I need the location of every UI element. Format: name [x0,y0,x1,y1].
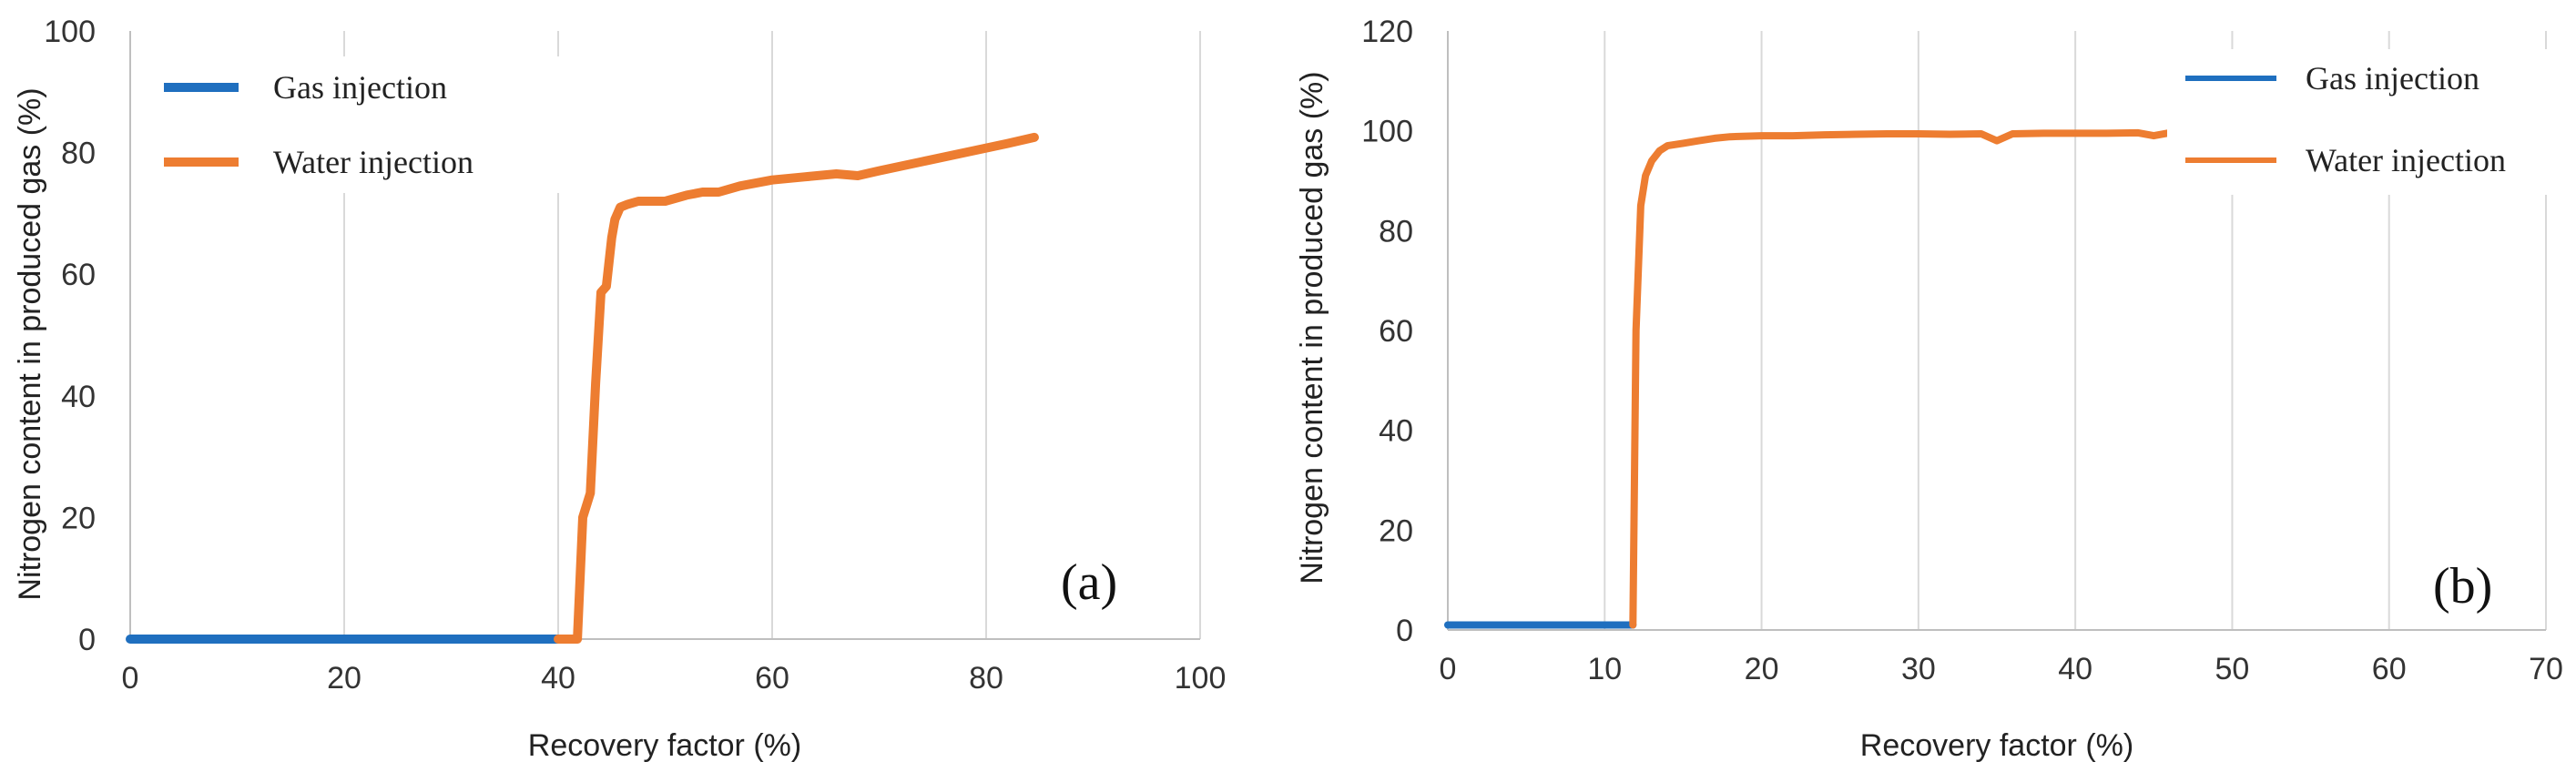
x-tick-label: 30 [1901,652,1936,686]
y-tick-label: 100 [1361,115,1413,149]
legend-label-gas-injection: Gas injection [2306,60,2479,96]
x-tick-label: 50 [2215,652,2250,686]
x-tick-label: 20 [327,661,361,696]
y-tick-label: 60 [61,258,96,292]
x-tick-label: 40 [541,661,575,696]
legend-label-water-injection: Water injection [273,144,473,180]
y-axis-title: Nitrogen content in produced gas (%) [13,87,47,600]
x-tick-label: 0 [1440,652,1457,686]
panel-label: (a) [1061,554,1117,611]
chart-panel-a: 0 20 40 60 80 100 0 20 40 60 80 100 Gas injection … [13,15,1226,763]
x-tick-label: 100 [1175,661,1227,696]
x-axis-title: Recovery factor (%) [1860,728,2133,763]
x-tick-label: 70 [2529,652,2563,686]
y-tick-label: 0 [1396,614,1413,648]
x-axis-title: Recovery factor (%) [528,728,801,763]
y-tick-label: 80 [61,137,96,171]
y-axis-title: Nitrogen content in produced gas (%) [1295,71,1329,584]
y-tick-label: 80 [1379,214,1413,249]
chart-panel-b: 0 10 20 30 40 50 60 70 0 20 40 60 80 100 120 Gas inje… [1295,15,2563,763]
series-line-water-injection [1629,128,2186,629]
y-tick-label: 120 [1361,15,1413,49]
y-tick-label: 0 [78,623,96,657]
y-tick-label: 60 [1379,314,1413,349]
x-tick-label: 20 [1745,652,1779,686]
legend-b: Gas injection Water injection [2167,49,2559,195]
y-tick-label: 40 [1379,414,1413,449]
legend-box [2167,49,2559,195]
y-tick-label: 20 [61,501,96,535]
x-tick-label: 40 [2058,652,2092,686]
x-tick-label: 60 [2372,652,2407,686]
y-tick-label: 20 [1379,513,1413,548]
legend-box [146,56,565,193]
legend-a: Gas injection Water injection [146,56,565,193]
panel-label: (b) [2433,558,2492,615]
y-tick-label: 100 [44,15,96,49]
x-tick-label: 10 [1587,652,1622,686]
x-tick-label: 0 [122,661,139,696]
x-tick-label: 80 [969,661,1003,696]
series-line-water-injection [554,132,1039,644]
y-tick-label: 40 [61,380,96,414]
legend-label-gas-injection: Gas injection [273,69,447,106]
legend-label-water-injection: Water injection [2306,142,2506,178]
x-tick-label: 60 [755,661,789,696]
